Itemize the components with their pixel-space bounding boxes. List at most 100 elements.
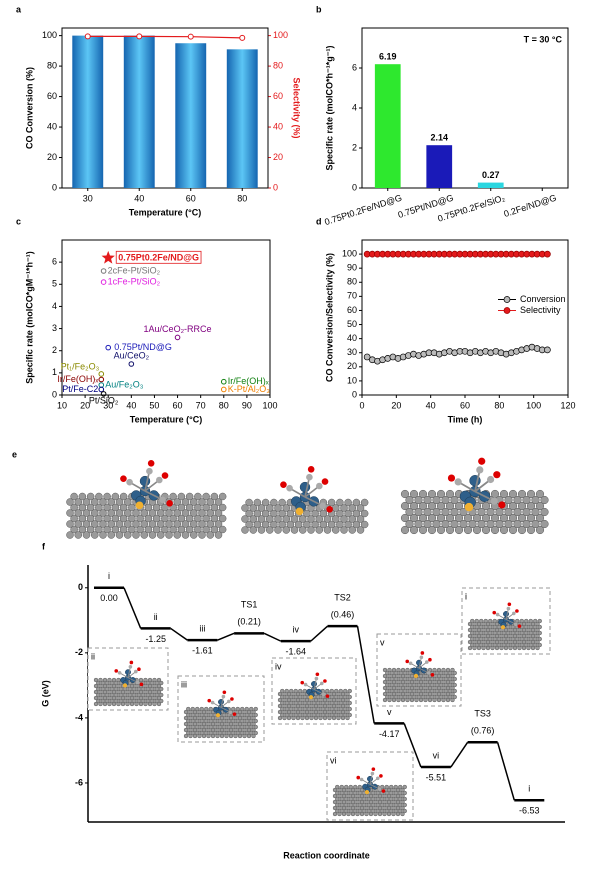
carbon-atom xyxy=(152,683,157,689)
carbon-atom xyxy=(115,509,124,517)
carbon-atom xyxy=(470,636,475,642)
carbon-atom xyxy=(197,721,202,727)
carbon-atom xyxy=(403,688,408,694)
carbon-atom xyxy=(86,492,95,501)
carbon-atom xyxy=(418,501,428,511)
carbon-atom xyxy=(432,697,437,703)
carbon-atom xyxy=(490,489,500,499)
bond xyxy=(505,608,509,620)
carbon-atom xyxy=(338,712,343,718)
carbon-atom xyxy=(384,790,389,796)
carbon-atom xyxy=(366,796,371,802)
y-tick-label: 2 xyxy=(352,142,357,152)
carbon-atom xyxy=(344,520,352,529)
carbon-atom xyxy=(109,698,114,704)
carbon-atom xyxy=(284,712,289,718)
carbon-atom xyxy=(474,642,479,648)
point-label: Ir/Fe(OH)ₓ xyxy=(57,374,98,384)
structure xyxy=(382,651,457,703)
carbon-atom xyxy=(325,700,330,706)
fe-atom xyxy=(215,713,221,718)
point xyxy=(98,376,105,383)
carbon-atom xyxy=(118,686,123,692)
carbon-atom xyxy=(423,673,428,679)
carbon-atom xyxy=(524,636,529,642)
carbon-atom xyxy=(360,509,369,518)
bond xyxy=(144,471,151,492)
carbon-atom xyxy=(389,790,394,796)
carbon-atom xyxy=(467,627,473,633)
carbon-atom xyxy=(474,618,479,624)
carbon-atom xyxy=(382,805,387,811)
point xyxy=(100,279,107,285)
carbon-atom xyxy=(300,715,305,721)
o-atom xyxy=(326,506,333,513)
y-tick-label: 100 xyxy=(342,248,357,258)
carbon-atom xyxy=(134,695,139,701)
carbon-atom xyxy=(335,796,340,802)
carbon-atom xyxy=(284,700,289,706)
point-label: Pt/SiO₂ xyxy=(89,395,119,405)
carbon-atom xyxy=(345,697,350,703)
level-label: -1.25 xyxy=(145,634,166,644)
carbon-atom xyxy=(120,689,126,695)
carbon-atom xyxy=(375,808,380,814)
bar xyxy=(477,182,504,188)
carbon-atom xyxy=(468,519,477,529)
x-axis-label: Temperature (°C) xyxy=(130,414,202,424)
x-tick-label: 70 xyxy=(196,400,206,410)
point xyxy=(98,382,105,388)
carbon-atom xyxy=(528,624,533,630)
carbon-atom xyxy=(341,799,347,805)
carbon-atom xyxy=(192,733,198,739)
carbon-atom xyxy=(441,679,446,685)
carbon-atom xyxy=(537,630,542,636)
carbon-atom xyxy=(183,709,189,715)
carbon-atom xyxy=(517,633,522,639)
carbon-atom xyxy=(385,682,390,688)
carbon-atom xyxy=(490,645,495,651)
carbon-atom xyxy=(364,799,369,805)
carbon-atom xyxy=(472,525,482,535)
connector xyxy=(403,723,422,768)
carbon-atom xyxy=(524,630,529,636)
carbon-atom xyxy=(421,694,426,700)
carbon-atom xyxy=(405,685,410,691)
carbon-atom xyxy=(143,689,148,695)
carbon-atom xyxy=(249,724,254,730)
carbon-atom xyxy=(228,733,234,739)
annotation: T = 30 °C xyxy=(524,34,563,44)
carbon-atom xyxy=(210,727,216,733)
carbon-atom xyxy=(304,715,310,721)
carbon-atom xyxy=(350,799,356,805)
carbon-atom xyxy=(366,808,371,814)
carbon-atom xyxy=(530,621,536,627)
carbon-atom xyxy=(244,706,249,712)
carbon-atom xyxy=(189,531,198,539)
carbon-atom xyxy=(494,645,500,651)
carbon-atom xyxy=(526,489,536,499)
carbon-atom xyxy=(327,520,336,529)
carbon-atom xyxy=(90,520,99,528)
carbon-atom xyxy=(488,630,493,636)
carbon-atom xyxy=(246,715,252,721)
o-atom xyxy=(379,774,383,778)
carbon-atom xyxy=(385,676,390,682)
carbon-atom xyxy=(443,694,448,700)
carbon-atom xyxy=(295,715,301,721)
carbon-atom xyxy=(517,645,522,651)
carbon-atom xyxy=(398,670,403,676)
carbon-atom xyxy=(382,697,388,703)
carbon-atom xyxy=(103,503,111,512)
point xyxy=(544,346,551,354)
carbon-atom xyxy=(356,504,365,512)
carbon-atom xyxy=(154,680,159,686)
legend-label: Selectivity xyxy=(520,305,561,315)
carbon-atom xyxy=(373,793,378,799)
carbon-atom xyxy=(394,688,399,694)
carbon-atom xyxy=(169,492,177,501)
carbon-atom xyxy=(183,721,189,727)
carbon-atom xyxy=(391,691,397,697)
carbon-atom xyxy=(373,805,378,811)
carbon-atom xyxy=(387,679,392,685)
